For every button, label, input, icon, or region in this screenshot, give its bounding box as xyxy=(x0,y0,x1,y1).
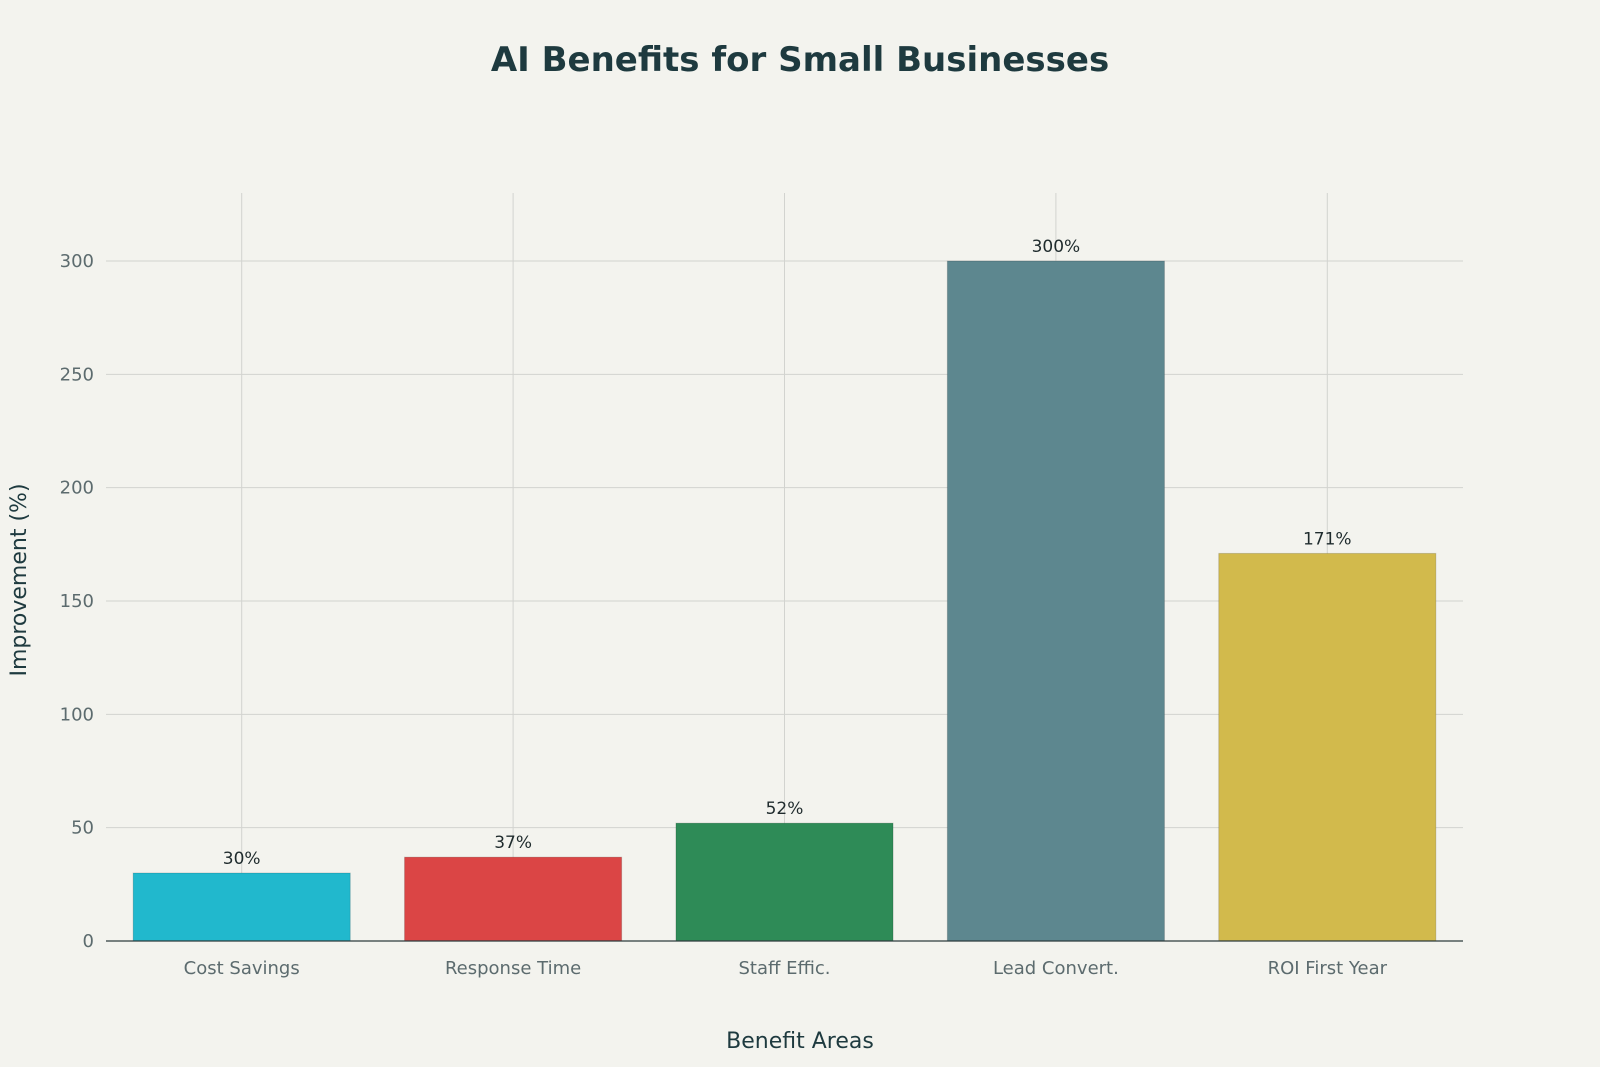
y-tick-label: 250 xyxy=(60,364,94,385)
bar-staff-effic- xyxy=(675,822,894,942)
y-tick-label: 0 xyxy=(83,931,94,952)
data-label: 171% xyxy=(1303,529,1352,549)
bar-lead-convert- xyxy=(946,260,1165,942)
data-label: 30% xyxy=(223,849,261,869)
y-tick-label: 300 xyxy=(60,251,94,272)
data-label: 52% xyxy=(766,799,804,819)
x-tick-label: Lead Convert. xyxy=(993,958,1119,979)
bar-cost-savings xyxy=(132,872,351,942)
x-axis-title: Benefit Areas xyxy=(726,1029,874,1054)
y-tick-label: 100 xyxy=(60,704,94,725)
chart-title: AI Benefits for Small Businesses xyxy=(490,40,1110,80)
bar-roi-first-year xyxy=(1218,552,1437,942)
data-labels: 30% 37% 52% 300% 171% xyxy=(223,237,1352,869)
axes: 0 50 100 150 200 250 300 Cost Savings Response T… xyxy=(60,251,1463,979)
data-label: 300% xyxy=(1032,237,1081,257)
y-axis-title: Improvement (%) xyxy=(7,483,32,676)
x-tick-label: Staff Effic. xyxy=(738,958,830,979)
data-label: 37% xyxy=(494,833,532,853)
bars xyxy=(132,260,1437,942)
x-tick-label: Response Time xyxy=(445,958,581,979)
y-tick-label: 150 xyxy=(60,591,94,612)
x-tick-label: ROI First Year xyxy=(1268,958,1388,979)
x-tick-label: Cost Savings xyxy=(184,958,300,979)
bar-response-time xyxy=(404,856,623,942)
y-tick-label: 200 xyxy=(60,478,94,499)
y-tick-label: 50 xyxy=(71,818,94,839)
